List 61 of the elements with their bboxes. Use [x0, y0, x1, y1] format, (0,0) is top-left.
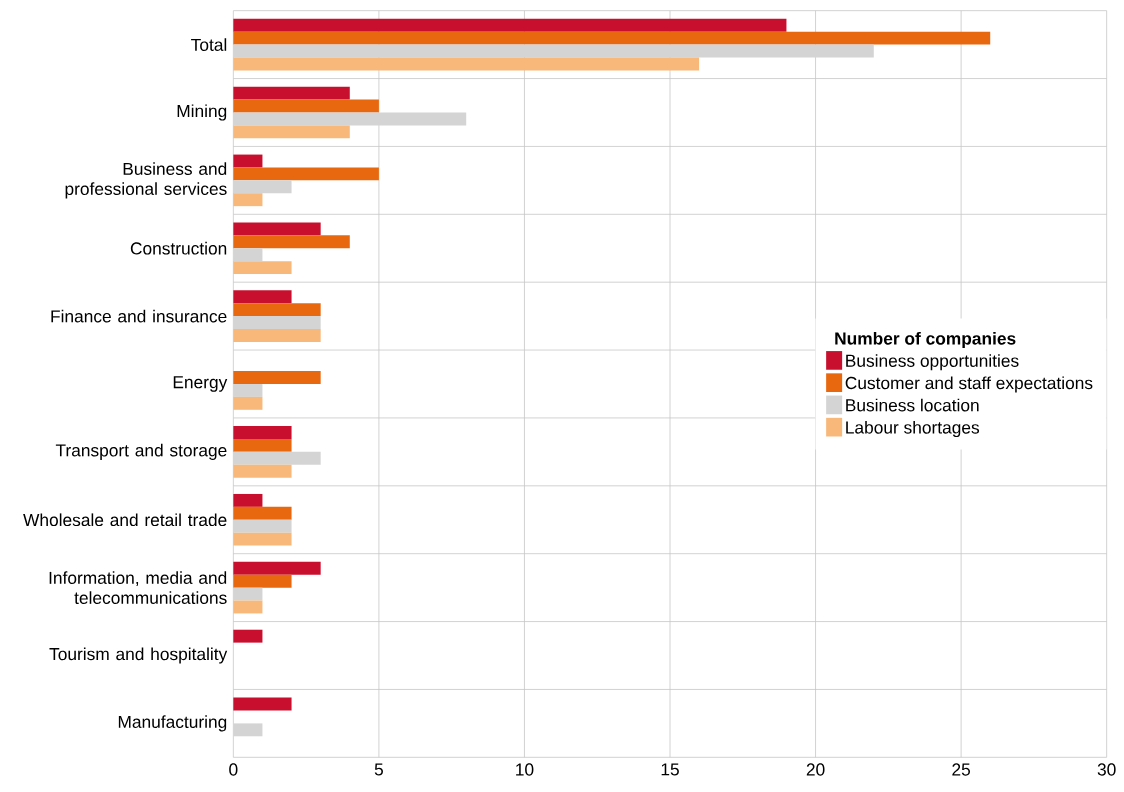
bar — [233, 154, 263, 168]
bar — [233, 31, 991, 45]
bar — [233, 396, 263, 410]
y-tick-label: Manufacturing — [118, 715, 227, 732]
y-tick-label: Total — [191, 38, 227, 51]
bar — [233, 99, 379, 113]
bar — [233, 723, 263, 737]
bar — [233, 261, 292, 275]
y-tick-label: Information, media and telecommunications — [49, 571, 227, 604]
legend-label: Business location — [846, 398, 979, 412]
bar — [233, 519, 292, 533]
x-tick-label: 25 — [952, 763, 971, 776]
bar — [233, 222, 321, 236]
bar — [233, 248, 263, 262]
bar — [233, 86, 350, 100]
legend-label: Customer and staff expectations — [845, 376, 1093, 393]
bar — [233, 464, 292, 478]
bar — [233, 18, 787, 32]
bar — [233, 235, 350, 249]
y-tick-label: Wholesale and retail trade — [23, 513, 227, 527]
bar — [233, 532, 292, 546]
x-tick-label: 10 — [516, 763, 534, 776]
y-tick-label: Construction — [130, 241, 227, 255]
bar — [233, 57, 700, 71]
y-tick-label: Finance and insurance — [51, 309, 227, 323]
legend-title: Number of companies — [835, 331, 1016, 349]
x-tick-label: 20 — [806, 763, 825, 776]
bar — [233, 506, 292, 520]
bar — [233, 384, 263, 397]
x-tick-label: 15 — [661, 763, 679, 776]
bar — [233, 125, 350, 139]
bar — [233, 451, 321, 465]
bar — [233, 561, 321, 575]
y-tick-label: Mining — [177, 104, 227, 121]
bar — [233, 112, 467, 126]
y-tick-label: Tourism and hospitality — [49, 647, 228, 664]
bar — [233, 371, 321, 384]
bar — [233, 44, 874, 58]
bar — [233, 697, 292, 711]
bar — [233, 329, 321, 342]
x-tick-label: 0 — [229, 763, 238, 776]
bar — [233, 574, 292, 588]
bar — [233, 600, 263, 614]
bar — [233, 493, 263, 507]
y-tick-label: Transport and storage — [55, 443, 227, 460]
legend-label: Labour shortages — [846, 420, 980, 438]
bar — [233, 193, 263, 207]
x-tick-label: 5 — [374, 763, 383, 776]
y-tick-label: Energy — [173, 376, 228, 392]
bar — [233, 587, 263, 601]
bar — [233, 303, 321, 317]
bar — [233, 426, 292, 439]
x-tick-label: 30 — [1097, 763, 1116, 776]
legend-label: Business opportunities — [846, 354, 1019, 371]
bar — [233, 290, 292, 304]
bar — [233, 438, 292, 452]
bar — [233, 316, 321, 330]
bar — [233, 180, 292, 194]
bar — [233, 629, 263, 643]
y-tick-label: Business and professional services — [65, 162, 227, 199]
bar — [233, 167, 379, 181]
